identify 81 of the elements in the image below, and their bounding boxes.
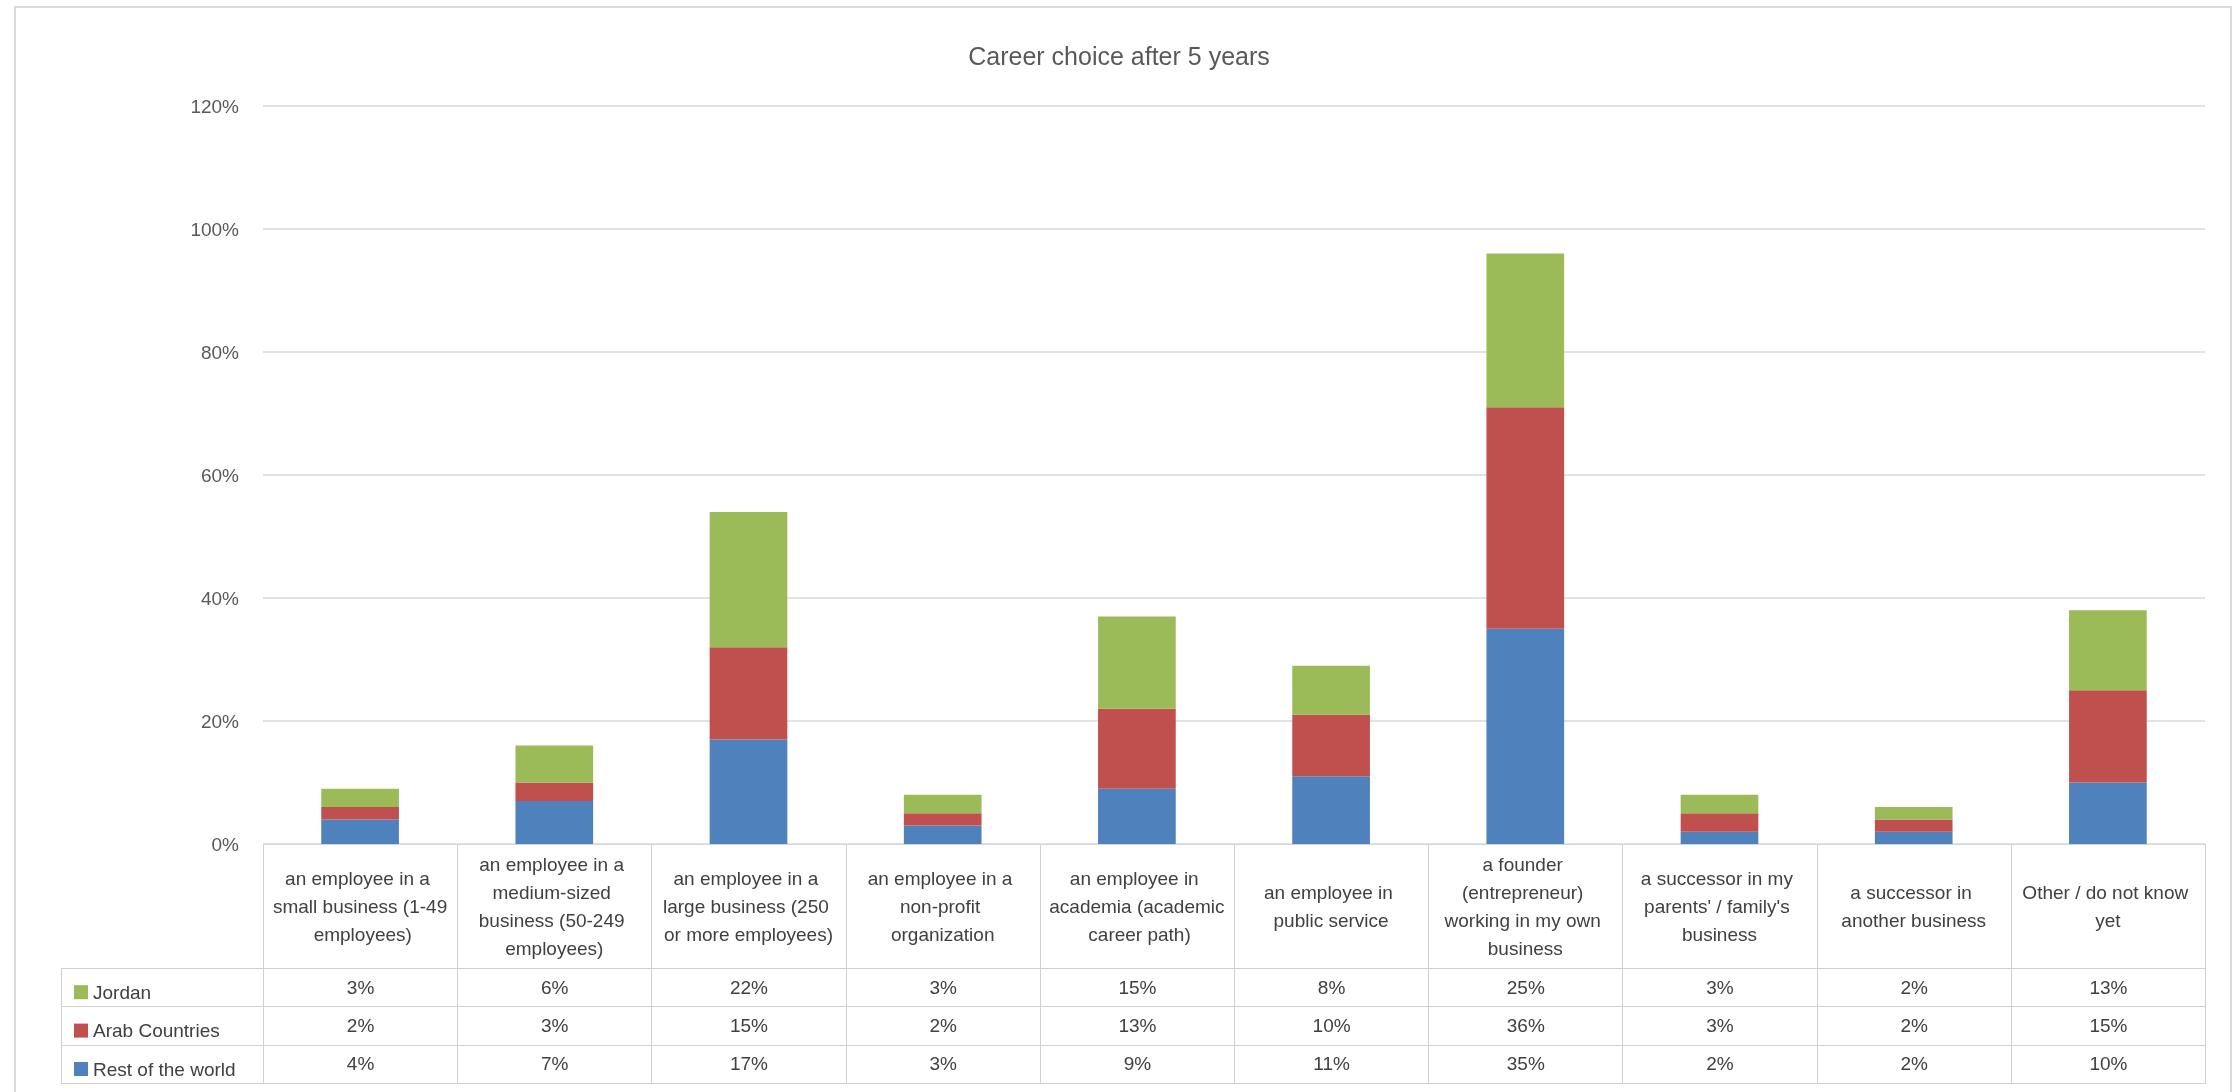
data-label: 11% [1313,1053,1350,1076]
bar [903,794,982,814]
bar [515,782,594,801]
data-label: 13% [1118,1015,1157,1038]
data-label: 2% [1900,1053,1928,1076]
bar [515,800,594,844]
bar [1874,807,1953,820]
x-tick-label: an employee in a non-profit organization [867,867,1018,945]
bar [709,739,788,844]
data-label: 3% [929,1053,957,1076]
x-tick-label: an employee in academia (academic career path) [1049,867,1225,945]
x-tick-label: a founder (entrepreneur) working in my own business [1443,853,1607,959]
legend-label: Jordan [93,981,152,1003]
data-label: 13% [2089,976,2128,999]
bar [1098,788,1176,844]
bar [903,825,982,844]
data-label: 35% [1506,1053,1545,1076]
bar [321,807,399,820]
bar [1292,776,1370,844]
data-label: 3% [929,976,957,999]
data-label: 25% [1506,976,1545,999]
bar [1680,794,1759,814]
bar [1680,813,1759,832]
x-tick-label: a successor in my parents' / family's business [1640,867,1799,945]
data-label: 7% [541,1053,569,1076]
data-label: 3% [1706,1015,1734,1038]
data-label: 2% [346,1015,375,1038]
bar [515,745,594,783]
bar [1292,714,1370,777]
data-label: 3% [1706,976,1734,999]
y-tick-label: 80% [200,341,240,363]
data-label: 10% [1312,1015,1351,1038]
data-label: 2% [1900,976,1928,999]
bar [903,813,982,826]
bar [2069,610,2147,691]
data-label: 15% [729,1015,768,1038]
bar [1874,831,1953,844]
data-label: 10% [2089,1053,2128,1076]
legend-label: Arab Countries [93,1020,220,1042]
bar [2069,690,2147,783]
y-tick-label: 60% [200,464,240,486]
data-label: 2% [1706,1053,1734,1076]
bar [1486,407,1565,629]
data-label: 15% [1118,976,1157,999]
data-label: 15% [2089,1015,2128,1038]
data-label: 4% [346,1053,375,1076]
data-label: 6% [541,976,569,999]
bar [1486,253,1565,408]
legend-label: Rest of the world [93,1058,236,1080]
data-label: 2% [929,1015,957,1038]
x-tick-label: an employee in a medium-sized business (50-249 employees) [478,853,630,959]
x-tick-label: Other / do not know yet [2022,881,2194,931]
bar [1680,831,1759,844]
y-tick-label: 0% [211,833,240,855]
bar [1292,665,1370,715]
chart-title: Career choice after 5 years [968,41,1270,70]
x-tick-label: an employee in a large business (250 or more employees) [662,867,835,945]
bar [321,819,399,844]
bar [709,511,788,648]
x-tick-label: a successor in another business [1841,881,1987,931]
bar [1098,616,1176,709]
bar [321,788,399,808]
y-tick-label: 100% [190,218,240,240]
y-tick-label: 40% [200,587,240,609]
x-tick-label: an employee in public service [1264,881,1399,931]
bar [1874,819,1953,832]
data-label: 17% [729,1053,768,1076]
x-tick-label: an employee in a small business (1-49 employees) [272,867,448,945]
data-label: 2% [1900,1015,1928,1038]
bar [2069,782,2147,844]
data-label: 9% [1123,1053,1152,1076]
data-label: 22% [729,976,768,999]
data-label: 3% [541,1015,569,1038]
bar [709,647,788,740]
data-label: 8% [1317,976,1346,999]
data-label: 36% [1506,1015,1545,1038]
data-label: 3% [346,976,375,999]
y-tick-label: 120% [190,95,240,117]
y-tick-label: 20% [200,710,240,732]
bar [1098,708,1176,789]
bar [1486,628,1565,844]
